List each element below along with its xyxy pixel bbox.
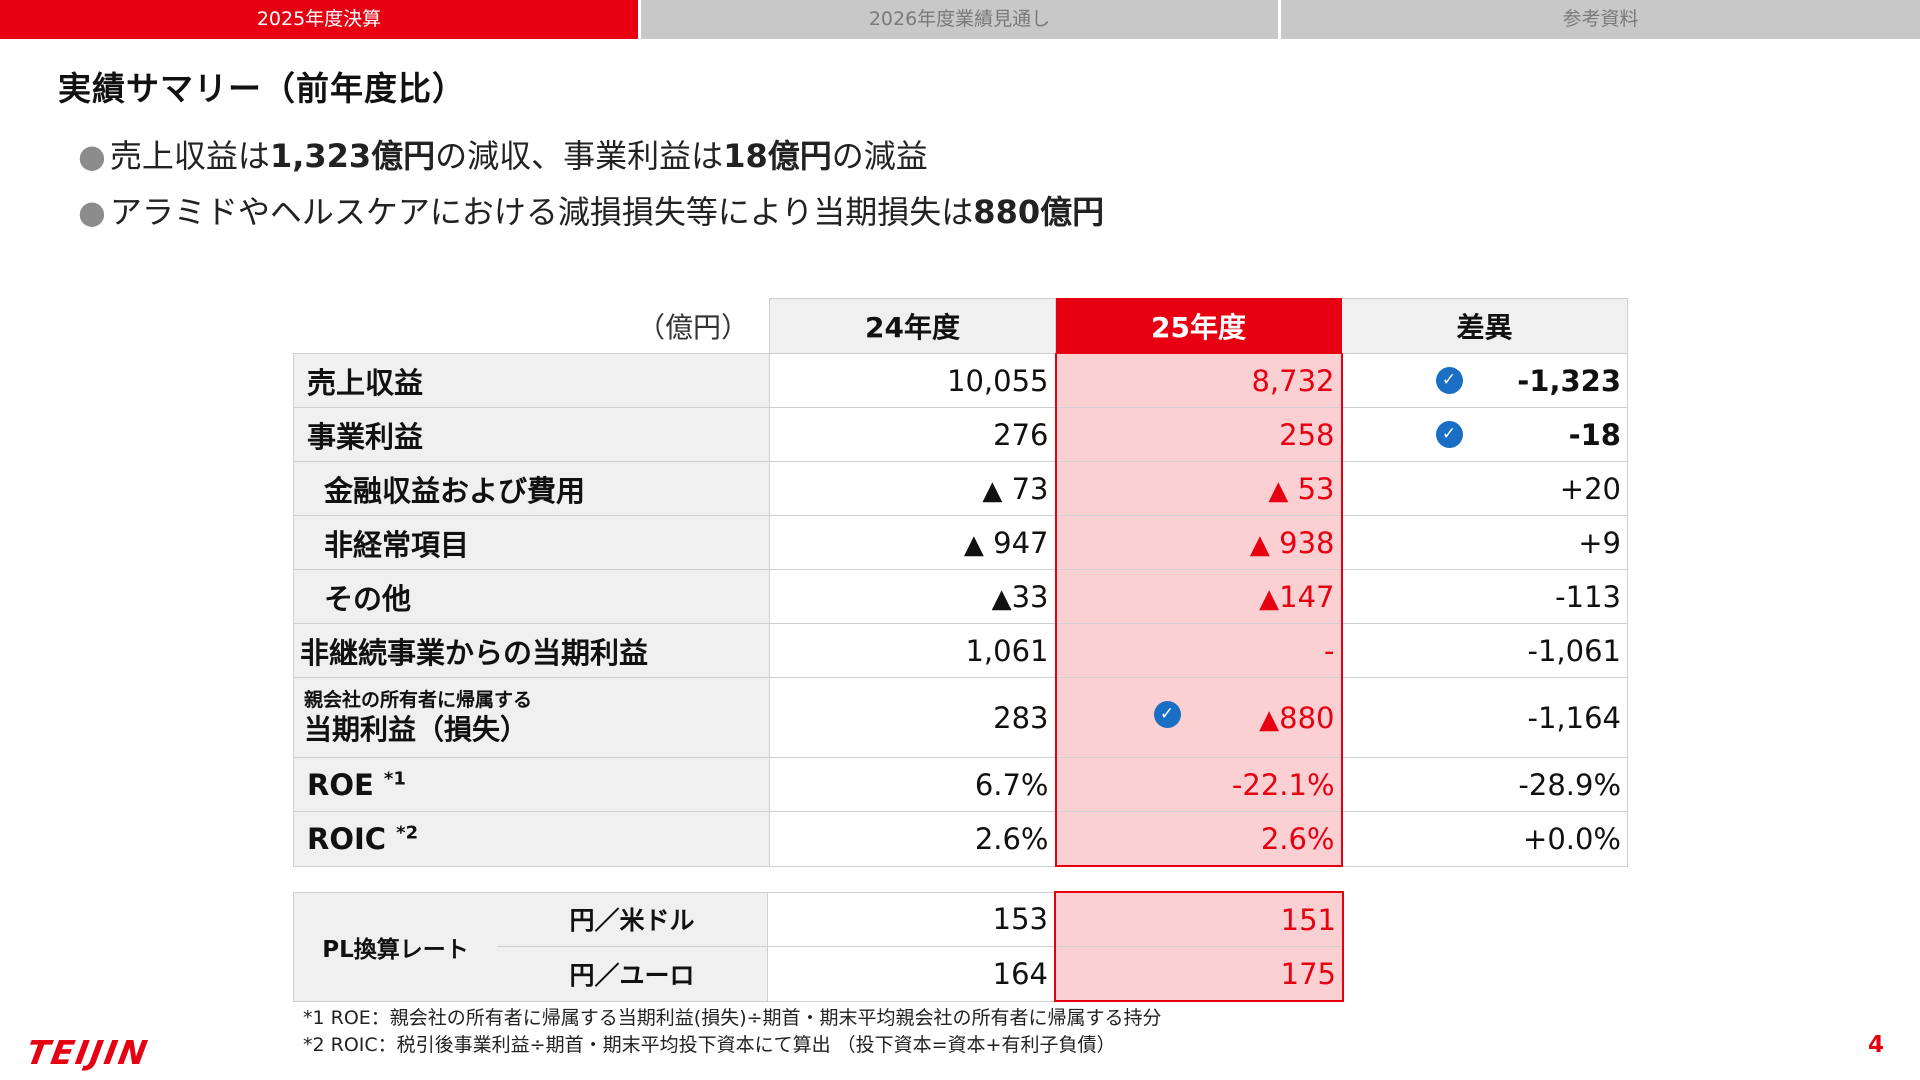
fy25-value: -22.1% [1054,757,1343,812]
table-header-row: （億円） 24年度 25年度 差異 [294,298,1628,354]
row-label: 売上収益 [293,353,770,408]
diff-value: -1,164 [1341,677,1628,758]
table-row: 親会社の所有者に帰属する 当期利益（損失） 283 ✓ ▲880 -1,164 [293,677,1628,758]
table-row: その他 ▲33 ▲147 -113 [293,569,1628,624]
currency-pair: 円／米ドル [497,891,768,947]
unit-label: （億円） [636,310,749,344]
triangle-icon: ▲ [1268,475,1289,506]
row-label: 非経常項目 [293,515,770,570]
header-fy24: 24年度 [769,298,1056,354]
diff-value: +20 [1341,461,1628,516]
fy25-value: ✓ ▲880 [1054,677,1343,758]
diff-value: -1,061 [1341,623,1628,678]
table-row: 非継続事業からの当期利益 1,061 - -1,061 [293,623,1628,678]
row-label: 金融収益および費用 [293,461,770,516]
footnote-roe: *1 ROE：親会社の所有者に帰属する当期利益(損失)÷期首・期末平均親会社の所… [303,1007,1162,1029]
fy24-value: 6.7% [769,757,1056,812]
fy24-value: ▲33 [769,569,1056,624]
fy25-value: 8,732 [1054,353,1343,408]
table-row: 売上収益 10,055 8,732 ✓ -1,323 [293,353,1628,408]
fy24-value: 276 [769,407,1056,462]
diff-value: -28.9% [1341,757,1628,812]
fy25-value: - [1054,623,1343,678]
diff-value: -113 [1341,569,1628,624]
fy24-value: 10,055 [769,353,1056,408]
table-row: 事業利益 276 258 ✓ -18 [293,407,1628,462]
diff-cell: ✓ -18 [1341,407,1628,462]
table-row: 非経常項目 ▲ 947 ▲ 938 +9 [293,515,1628,570]
check-icon: ✓ [1153,701,1181,728]
row-label: 事業利益 [293,407,770,462]
results-table: （億円） 24年度 25年度 差異 売上収益 10,055 8,732 ✓ -1,… [293,298,1628,867]
fy24-value: 1,061 [769,623,1056,678]
fy24-value: ▲ 73 [769,461,1056,516]
diff-value: +0.0% [1341,811,1628,867]
table-row: ROE *1 6.7% -22.1% -28.9% [293,757,1628,812]
table-row: ROIC *2 2.6% 2.6% +0.0% [293,811,1628,867]
currency-pair: 円／ユーロ [497,946,768,1002]
triangle-icon: ▲ [1259,583,1280,614]
bullet-dot-icon: ● [78,193,106,231]
header-diff: 差異 [1341,298,1628,354]
triangle-icon: ▲ [991,583,1012,614]
diff-value: -1,323 [1517,363,1621,398]
diff-value: +9 [1341,515,1628,570]
check-icon: ✓ [1435,421,1463,448]
row-label: 非継続事業からの当期利益 [293,623,770,678]
section-tabs: 2025年度決算 2026年度業績見通し 参考資料 [0,0,1920,39]
tab-2026-forecast[interactable]: 2026年度業績見通し [641,0,1278,39]
fy25-value: 258 [1054,407,1343,462]
summary-bullets: ● 売上収益は1,323億円の減収、事業利益は18億円の減益 ● アラミドやヘルスケ… [78,128,1104,240]
page-number: 4 [1868,1032,1885,1058]
triangle-icon: ▲ [963,529,984,560]
fx-fy24: 164 [767,946,1056,1002]
table-row: 円／ユーロ 164 175 [294,946,1344,1002]
check-icon: ✓ [1435,367,1463,394]
header-fy25: 25年度 [1055,298,1342,354]
teijin-logo: TEIJIN [23,1033,152,1072]
fx-label: PL換算レート [293,891,497,1002]
fy25-value: ▲ 938 [1054,515,1343,570]
row-label: ROE *1 [293,757,770,812]
tab-2025-results[interactable]: 2025年度決算 [0,0,638,39]
bullet-loss: ● アラミドやヘルスケアにおける減損損失等により当期損失は880億円 [78,193,1105,231]
row-label: ROIC *2 [293,811,770,867]
bullet-dot-icon: ● [78,137,106,175]
triangle-icon: ▲ [1249,529,1270,560]
tab-reference[interactable]: 参考資料 [1281,0,1920,39]
fy24-value: ▲ 947 [769,515,1056,570]
triangle-icon: ▲ [1259,704,1280,735]
row-label: その他 [293,569,770,624]
fx-fy25: 175 [1054,946,1344,1002]
fy24-value: 283 [769,677,1056,758]
page-title: 実績サマリー（前年度比） [58,69,466,108]
fy25-value: ▲ 53 [1054,461,1343,516]
row-label: 親会社の所有者に帰属する 当期利益（損失） [293,677,770,758]
fx-rate-table: PL換算レート 円／米ドル 153 151 円／ユーロ 164 175 [293,891,1344,1002]
fx-fy25: 151 [1054,891,1344,947]
diff-cell: ✓ -1,323 [1341,353,1628,408]
fy25-value: ▲147 [1054,569,1343,624]
bullet-revenue: ● 売上収益は1,323億円の減収、事業利益は18億円の減益 [78,137,928,175]
diff-value: -18 [1568,417,1621,452]
fx-fy24: 153 [767,891,1056,947]
table-row: PL換算レート 円／米ドル 153 151 [293,891,1344,1002]
footnote-roic: *2 ROIC：税引後事業利益÷期首・期末平均投下資本にて算出 （投下資本=資本… [303,1034,1116,1056]
table-row: 金融収益および費用 ▲ 73 ▲ 53 +20 [293,461,1628,516]
footnotes: *1 ROE：親会社の所有者に帰属する当期利益(損失)÷期首・期末平均親会社の所… [303,1005,1162,1059]
fy25-value: 2.6% [1054,811,1343,867]
triangle-icon: ▲ [982,475,1003,506]
fy24-value: 2.6% [769,811,1056,867]
